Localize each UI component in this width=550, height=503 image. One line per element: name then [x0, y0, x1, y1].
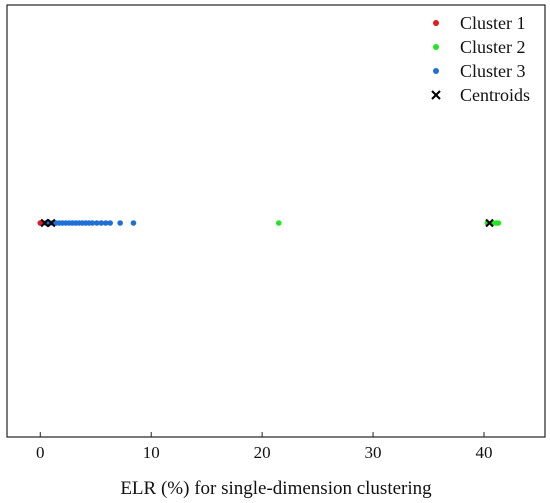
x-tick-label: 0	[36, 443, 45, 462]
centroid-marker	[47, 218, 56, 228]
x-tick-label: 30	[365, 443, 382, 462]
legend-label: Centroids	[460, 85, 530, 105]
legend-marker	[433, 44, 439, 50]
legend: Cluster 1 Cluster 2 Cluster 3 Centroids	[431, 13, 530, 105]
data-point	[130, 220, 137, 226]
plot-frame	[6, 4, 546, 438]
data-point	[98, 220, 105, 226]
data-point	[495, 220, 502, 226]
data-point	[117, 220, 123, 226]
data-point	[94, 220, 100, 226]
data-points	[37, 218, 502, 228]
data-point	[102, 220, 109, 226]
legend-marker-x	[431, 90, 441, 100]
x-tick-label: 40	[475, 443, 492, 462]
legend-label: Cluster 3	[460, 61, 526, 81]
data-point	[89, 220, 96, 226]
centroid-marker	[40, 218, 49, 228]
legend-marker	[433, 20, 439, 26]
x-tick-label: 20	[254, 443, 271, 462]
centroid-marker	[485, 218, 494, 228]
x-axis-ticks: 0 10 20 30 40	[36, 432, 492, 462]
data-point	[107, 220, 113, 226]
data-point	[275, 220, 282, 226]
x-axis-label: ELR (%) for single-dimension clustering	[120, 478, 432, 499]
legend-label: Cluster 2	[460, 37, 526, 57]
legend-marker	[433, 68, 439, 74]
legend-label: Cluster 1	[460, 13, 526, 33]
x-tick-label: 10	[143, 443, 160, 462]
